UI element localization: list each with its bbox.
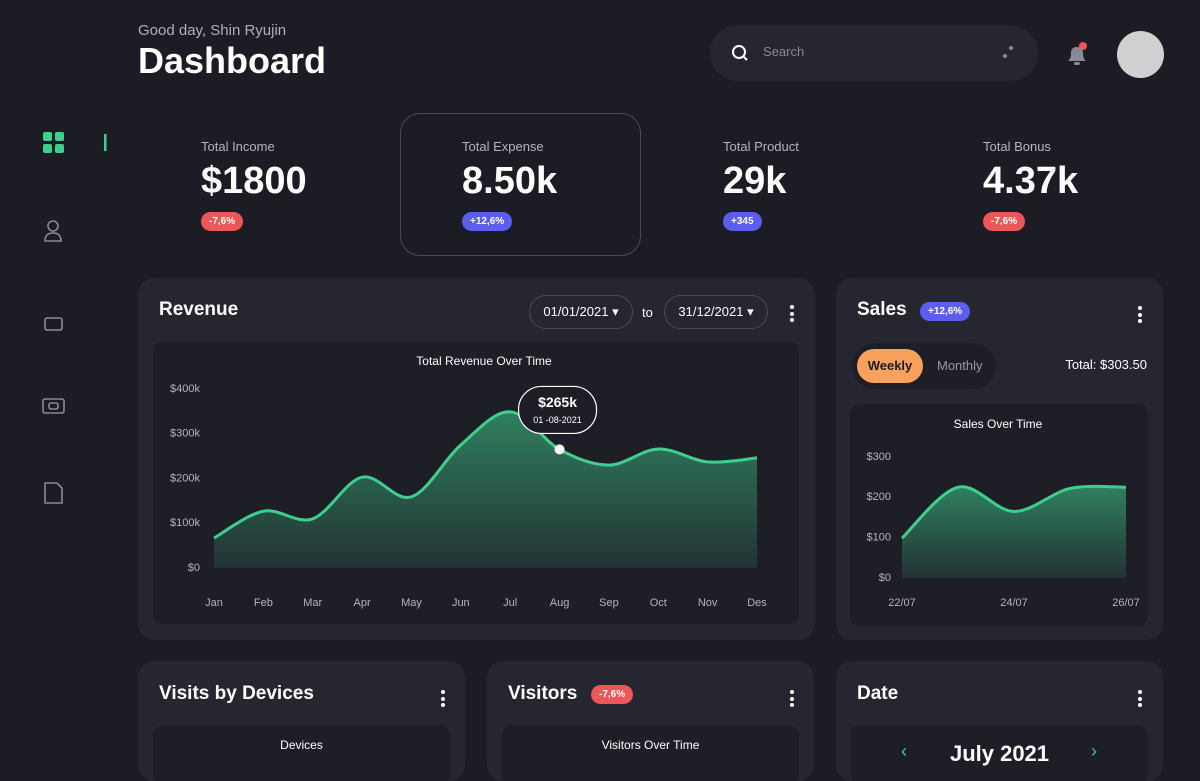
x-tick-label: Jul	[503, 597, 517, 609]
sales-card: Sales +12,6% Weekly Monthly Total: $303.…	[836, 278, 1163, 640]
sales-chart: Sales Over Time $0 $100 $200 $300 22/07 24/07 2…	[850, 404, 1148, 626]
sales-total: Total: $303.50	[1065, 357, 1147, 372]
line	[213, 410, 758, 540]
tab-monthly[interactable]: Monthly	[937, 358, 983, 373]
stat-label: Total Expense	[462, 139, 544, 154]
y-tick-label: $200	[867, 491, 891, 503]
period-tabs: Weekly Monthly	[852, 343, 996, 389]
stat-value: $1800	[201, 160, 307, 202]
month-label: July 2021	[949, 741, 1050, 766]
card-title: Revenue	[159, 299, 239, 320]
date-to[interactable]: 31/12/2021 ▾	[664, 295, 768, 329]
date-from-text: 01/01/2021	[543, 304, 609, 319]
more-menu[interactable]	[1138, 306, 1142, 326]
x-tick-label: May	[401, 597, 422, 609]
stat-change: +345	[723, 212, 762, 231]
x-tick-label: Sep	[599, 597, 619, 609]
sales-badge: +12,6%	[920, 302, 971, 321]
search-icon	[732, 45, 748, 61]
sidebar	[42, 132, 107, 504]
stat-change: +12,6%	[462, 212, 513, 231]
y-tick-label: $300k	[170, 428, 200, 440]
more-menu[interactable]	[790, 305, 794, 325]
next-month[interactable]: ›	[1091, 741, 1097, 761]
page: Good day, Shin Ryujin Dashboard Search T…	[42, 22, 1164, 781]
y-tick-label: $100k	[170, 517, 200, 529]
chart-title: Total Revenue Over Time	[416, 354, 552, 368]
nav-user[interactable]	[44, 220, 62, 242]
date-from[interactable]: 01/01/2021 ▾	[529, 295, 633, 329]
search-placeholder: Search	[763, 44, 805, 59]
x-tick-label: Jan	[205, 597, 223, 609]
x-tick-label: 24/07	[1000, 597, 1028, 609]
y-tick-label: $400k	[170, 383, 200, 395]
nav-dashboard[interactable]	[43, 132, 64, 153]
page-title: Dashboard	[138, 40, 327, 81]
stat-value: 29k	[723, 160, 787, 202]
chart-title: Visitors Over Time	[601, 738, 700, 752]
revenue-chart: Total Revenue Over Time $0 $100k $200k $300k…	[153, 342, 799, 624]
stat-value: 8.50k	[462, 160, 558, 202]
tooltip-value: $265k	[538, 394, 577, 410]
y-tick-label: $200k	[170, 472, 200, 484]
revenue-card: Revenue 01/01/2021 ▾ to 31/12/2021 ▾ Tot…	[138, 278, 815, 640]
area	[214, 411, 757, 568]
x-tick-label: 22/07	[888, 597, 916, 609]
search-bar[interactable]: Search	[710, 25, 1038, 81]
chart-panel: Visitors Over Time	[502, 725, 799, 781]
card-title: Sales	[857, 299, 907, 320]
stat-highlight	[400, 113, 641, 256]
area	[902, 486, 1126, 578]
chart-title: Sales Over Time	[954, 417, 1043, 431]
card-title: Visitors	[508, 683, 578, 704]
y-tick-label: $0	[188, 562, 200, 574]
stat-label: Total Income	[201, 139, 275, 154]
date-to-text: 31/12/2021	[678, 304, 744, 319]
stat-label: Total Bonus	[983, 139, 1051, 154]
y-tick-label: $0	[879, 572, 891, 584]
dashboard: Good day, Shin Ryujin Dashboard Search T…	[42, 22, 1164, 781]
x-tick-label: Apr	[354, 597, 371, 609]
y-tick-label: $300	[867, 451, 891, 463]
stat-label: Total Product	[723, 139, 799, 154]
x-tick-label: Nov	[698, 597, 718, 609]
date-separator: to	[642, 305, 653, 320]
notification-bell[interactable]	[1062, 40, 1092, 70]
date-card: Date ‹ July 2021 ›	[836, 661, 1163, 781]
search-options[interactable]	[1000, 43, 1016, 63]
nav-indicator	[104, 134, 107, 151]
stat-change: -7,6%	[983, 212, 1026, 231]
card-title: Date	[857, 683, 899, 704]
avatar[interactable]	[1117, 31, 1164, 78]
greeting: Good day, Shin Ryujin	[138, 22, 287, 39]
visitors-badge: -7,6%	[591, 685, 634, 704]
tooltip-box	[517, 385, 598, 435]
y-tick-label: $100	[867, 532, 891, 544]
x-tick-label: 26/07	[1112, 597, 1140, 609]
stat-change: -7,6%	[201, 212, 244, 231]
nav-wallet[interactable]	[42, 398, 65, 414]
x-tick-label: Jun	[452, 597, 470, 609]
chart-title: Devices	[280, 738, 323, 752]
calendar-panel: ‹ July 2021 ›	[851, 725, 1148, 781]
tooltip-date: 01 -08-2021	[533, 415, 582, 425]
card-title: Visits by Devices	[159, 683, 314, 704]
x-tick-label: Mar	[303, 597, 322, 609]
tab-weekly[interactable]: Weekly	[857, 349, 923, 383]
nav-device[interactable]	[44, 317, 63, 331]
stat-value: 4.37k	[983, 160, 1079, 202]
x-tick-label: Oct	[650, 597, 667, 609]
x-tick-label: Des	[747, 597, 767, 609]
x-tick-label: Aug	[550, 597, 570, 609]
highlight-point	[554, 444, 565, 455]
chart-panel: Devices	[153, 725, 450, 781]
visits-card: Visits by Devices Devices	[138, 661, 465, 781]
x-tick-label: Feb	[254, 597, 273, 609]
visitors-card: Visitors -7,6% Visitors Over Time	[487, 661, 814, 781]
more-menu[interactable]	[441, 690, 445, 710]
more-menu[interactable]	[790, 690, 794, 710]
line	[900, 484, 1127, 540]
more-menu[interactable]	[1138, 690, 1142, 710]
nav-document[interactable]	[44, 482, 63, 504]
